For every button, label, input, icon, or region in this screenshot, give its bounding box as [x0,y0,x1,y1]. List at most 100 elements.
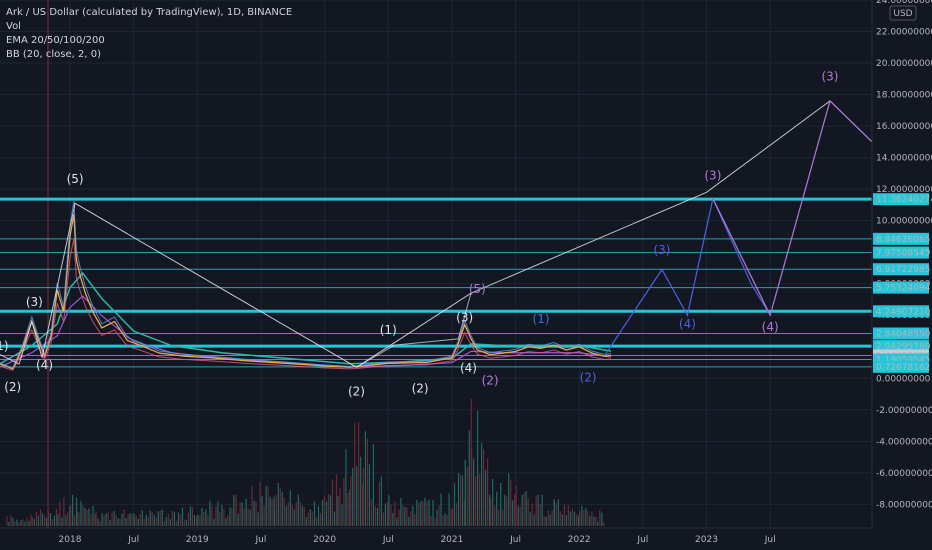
volume-bar [418,503,420,526]
volume-bar [72,494,74,526]
legend-vol[interactable]: Vol [6,21,21,32]
volume-bar [285,506,287,526]
volume-bar [315,517,318,526]
volume-bar [61,517,63,526]
volume-bar [243,508,245,526]
level-badge [873,340,929,353]
volume-bar [533,514,535,526]
volume-bar [55,508,58,526]
volume-bar [135,515,137,526]
volume-bar [386,502,389,526]
x-tick-label: Jul [509,535,521,545]
volume-bar [145,515,147,526]
volume-bar [195,516,198,526]
volume-bar [149,510,151,526]
volume-bar [273,509,275,526]
volume-bar [597,521,599,526]
legend-title[interactable]: Ark / US Dollar (calculated by TradingVi… [6,7,293,18]
volume-bar [498,510,500,526]
volume-bar [249,509,251,526]
volume-bar [366,438,369,526]
volume-bar [223,509,225,526]
volume-bar [581,505,583,526]
volume-bar [59,501,61,526]
x-tick-label: 2018 [59,535,82,545]
x-tick-label: 2020 [313,535,336,545]
wave-label: (2) [580,370,597,384]
volume-bar [297,494,299,526]
volume-bar [175,520,178,526]
volume-bar [185,520,188,526]
volume-bar [119,519,121,526]
volume-bar [159,510,161,526]
volume-bar [555,503,557,526]
wave-label: (4) [679,317,696,331]
volume-bar [169,519,171,526]
level-badge-label: 6.91722985 [876,265,930,275]
volume-bar [400,498,402,526]
volume-bar [95,511,97,526]
volume-bar [113,511,115,526]
volume-bar [221,505,223,526]
volume-bar [26,517,28,526]
volume-bar [51,518,54,526]
volume-bar [157,511,159,526]
volume-bar [261,496,263,526]
volume-bar [231,508,233,526]
volume-bar [323,496,326,526]
volume-bar [442,515,444,526]
legend-bb[interactable]: BB (20, close, 2, 0) [6,49,101,60]
volume-bar [455,503,458,526]
volume-bar [573,511,575,526]
volume-bar [343,478,345,526]
volume-bar [583,509,585,526]
legend-ema[interactable]: EMA 20/50/100/200 [6,35,105,46]
volume-bar [305,516,307,526]
volume-bar [487,458,489,526]
volume-bar [16,519,18,526]
volume-bar [37,515,40,526]
volume-bar [33,519,36,526]
volume-bar [390,504,392,526]
level-badge [873,232,929,245]
volume-bar [213,518,215,526]
wave-label: (4) [460,361,477,375]
volume-bar [571,508,573,526]
y-tick-label: -6.00000000 [876,469,932,479]
volume-bar [171,510,173,526]
volume-bar [337,496,339,526]
volume-bar [80,501,82,526]
currency-box[interactable] [889,5,917,21]
volume-bar [494,505,496,526]
volume-bar [309,508,311,526]
volume-bar [481,442,483,526]
level-badge [873,305,929,318]
volume-bar [301,505,303,526]
volume-bar [69,506,71,526]
volume-bar [603,521,605,526]
volume-bar [468,430,470,526]
volume-bar [82,505,84,526]
volume-bar [22,519,24,526]
level-badge-label: 7.97508545 [876,249,930,259]
wave-label: (2) [482,374,499,388]
volume-bar [153,515,155,526]
volume-bar [233,494,235,526]
volume-bar [565,515,567,526]
volume-bar [115,515,117,526]
level-badge [873,263,929,276]
volume-bar [227,515,229,526]
volume-bar [579,510,581,526]
volume-bar [84,507,86,526]
volume-bar [496,491,498,526]
volume-bar [299,501,301,526]
volume-bar [187,512,190,526]
y-tick-label: 0.00000000 [876,374,931,384]
volume-bar [311,511,313,526]
volume-bar [563,504,565,526]
volume-bar [599,509,601,526]
volume-bar [283,497,285,526]
volume-bar [354,423,356,526]
